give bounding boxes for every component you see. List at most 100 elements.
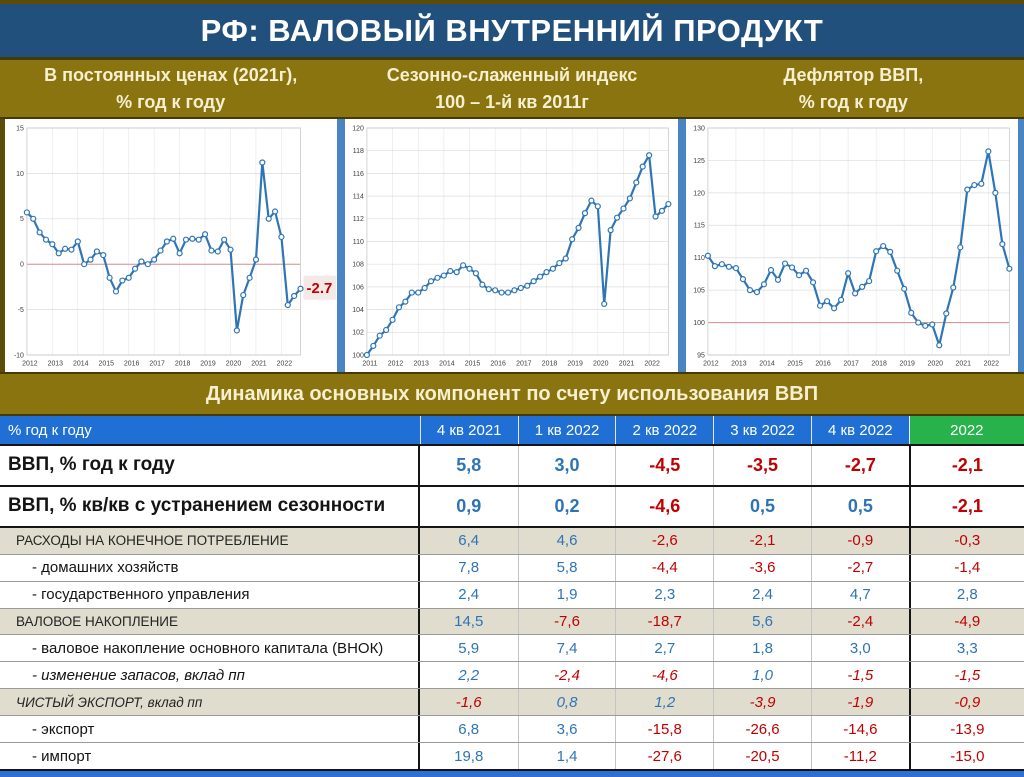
value-cell: -4,9 [908,608,1024,635]
page-title: РФ: ВАЛОВЫЙ ВНУТРЕННИЙ ПРОДУКТ [200,12,824,48]
svg-text:-10: -10 [14,352,24,359]
svg-text:110: 110 [353,239,364,246]
svg-text:2013: 2013 [731,360,747,367]
chart-title-line: Сезонно-слаженный индекс [386,65,638,86]
value-cell: -1,6 [455,693,482,711]
panel-divider [337,119,346,372]
table-header-col: 4 кв 2022 [810,416,909,444]
svg-text:2015: 2015 [787,360,803,367]
value-cell: -4,4 [615,554,713,581]
value-cell: -13,9 [908,716,1024,743]
row-label: - домашних хозяйств [0,554,420,581]
value-cell: -18,7 [615,608,713,635]
svg-text:116: 116 [353,171,364,178]
value-cell: 0,2 [517,486,616,526]
svg-text:0: 0 [20,262,24,269]
svg-text:2017: 2017 [843,360,859,367]
svg-text:2012: 2012 [22,360,38,367]
row-label: - государственного управления [0,581,420,608]
svg-text:2014: 2014 [73,360,89,367]
svg-text:2018: 2018 [175,360,191,367]
value-cell: -0,3 [908,527,1024,554]
chart-headers-band: В постоянных ценах (2021г), % год к году… [0,57,1024,117]
value-cell: 2,7 [615,635,713,662]
table-row: РАСХОДЫ НА КОНЕЧНОЕ ПОТРЕБЛЕНИЕ 6,4 4,6 -2,… [0,525,1024,554]
value-cell: -3,9 [713,689,811,716]
value-cell: 4,7 [810,581,909,608]
table-header-col: 4 кв 2021 [419,416,518,444]
value-cell: -4,5 [615,446,713,485]
svg-text:125: 125 [693,158,705,165]
chart-title-seasonally-adjusted-index: Сезонно-слаженный индекс 100 – 1-й кв 20… [341,62,682,114]
panel-divider [1017,119,1024,372]
value-cell: 5,8 [517,554,616,581]
svg-text:95: 95 [697,352,705,359]
value-cell: 6,4 [458,532,480,550]
svg-text:2019: 2019 [200,360,216,367]
chart-seasonally-adjusted-index: 2011 2012 2013 2014 2015 2016 2017 2018 2019 2020… [345,119,678,372]
svg-text:2013: 2013 [414,360,430,367]
value-cell: -4,6 [615,662,713,689]
svg-text:2019: 2019 [568,360,584,367]
value-cell: -2,1 [908,446,1024,485]
chart-deflator-svg: 2012 2013 2014 2015 2016 2017 2018 2019 2020 2021… [685,119,1018,372]
value-cell: -14,6 [810,716,909,743]
svg-text:115: 115 [693,223,704,230]
value-cell: 1,2 [615,689,713,716]
svg-text:2020: 2020 [927,360,943,367]
value-cell: -2,4 [517,662,616,689]
svg-text:2018: 2018 [871,360,887,367]
value-cell: -2,4 [810,608,909,635]
chart-gdp-yoy-svg: 2012 2013 2014 2015 2016 2017 2018 2019 2020 2021… [5,119,338,372]
row-label: ВВП, % кв/кв с устранением сезонности [0,486,420,526]
value-cell: 1,0 [713,662,811,689]
svg-text:2021: 2021 [619,360,635,367]
value-cell: 0,8 [517,689,616,716]
value-cell: -20,5 [713,743,811,770]
svg-text:2017: 2017 [516,360,532,367]
chart-title-constant-prices: В постоянных ценах (2021г), % год к году [0,62,341,114]
value-cell: 3,0 [810,635,909,662]
value-cell: 0,5 [810,486,909,526]
value-cell: 5,8 [456,454,482,475]
svg-text:-2.7: -2.7 [307,280,333,297]
value-cell: 2,2 [458,666,480,684]
svg-text:100: 100 [693,320,705,327]
svg-text:112: 112 [353,216,364,223]
svg-text:2022: 2022 [277,360,293,367]
table-row: - импорт 19,8 1,4 -27,6 -20,5 -11,2 -15,0 [0,742,1024,770]
table-row: ВАЛОВОЕ НАКОПЛЕНИЕ 14,5 -7,6 -18,7 5,6 -2,4 -4… [0,607,1024,635]
chart-gdp-yoy: 2012 2013 2014 2015 2016 2017 2018 2019 2020 2021… [5,119,338,372]
value-cell: 3,6 [517,716,616,743]
value-cell: 3,0 [517,446,616,485]
svg-text:110: 110 [693,255,704,262]
svg-text:2018: 2018 [542,360,558,367]
value-cell: -1,4 [908,554,1024,581]
value-cell: 5,6 [713,608,811,635]
table-row: - изменение запасов, вклад пп 2,2 -2,4 -4,6… [0,661,1024,689]
svg-text:108: 108 [353,262,365,269]
chart-title-line: В постоянных ценах (2021г), [44,65,298,86]
value-cell: 7,4 [517,635,616,662]
value-cell: -7,6 [517,608,616,635]
svg-text:2016: 2016 [124,360,140,367]
value-cell: 3,3 [908,635,1024,662]
value-cell: -0,9 [908,689,1024,716]
value-cell: 0,9 [456,495,482,516]
value-cell: -11,2 [810,743,909,770]
chart-title-line: % год к году [798,91,908,112]
value-cell: 1,9 [517,581,616,608]
svg-text:2014: 2014 [759,360,775,367]
value-cell: -15,8 [615,716,713,743]
row-label: ВАЛОВОЕ НАКОПЛЕНИЕ [0,608,420,635]
svg-text:104: 104 [353,307,365,314]
title-bar: РФ: ВАЛОВЫЙ ВНУТРЕННИЙ ПРОДУКТ [0,4,1024,57]
charts-row: 2012 2013 2014 2015 2016 2017 2018 2019 2020 2021… [0,117,1024,372]
svg-text:120: 120 [693,190,705,197]
value-cell: -26,6 [713,716,811,743]
value-cell: 2,3 [615,581,713,608]
svg-text:105: 105 [693,288,705,295]
value-cell: -4,6 [615,486,713,526]
table-header-col: 2 кв 2022 [615,416,713,444]
svg-text:100: 100 [353,352,365,359]
